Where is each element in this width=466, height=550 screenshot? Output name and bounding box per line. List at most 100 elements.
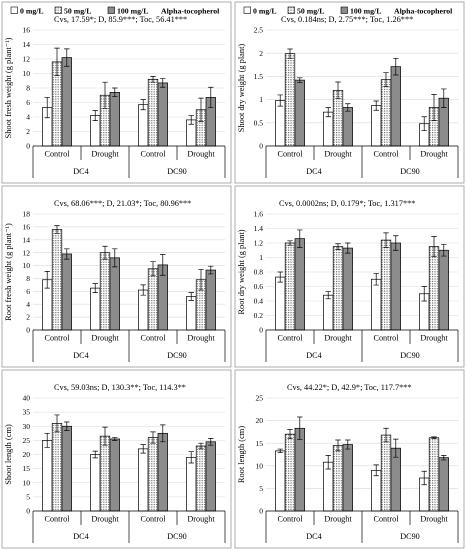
bar-100-mg-l (61, 253, 72, 331)
y-axis-title: Shoot fresh weight (g plant⁻¹) (4, 37, 13, 138)
stats-annotation: Cvs, 0.0002ns; D, 0.179*; Toc, 1.317*** (279, 199, 415, 208)
bar-0-mg-l (323, 294, 334, 331)
bar-50-mg-l (99, 435, 111, 512)
treatment-label: Drought (324, 150, 352, 159)
y-tick-label: 8 (26, 274, 30, 283)
y-tick-label: 1 (259, 253, 263, 262)
y-tick-label: 0 (26, 142, 30, 151)
treatment-label: Control (373, 334, 399, 343)
bar-100-mg-l (390, 447, 401, 512)
y-tick-label: 30 (23, 422, 31, 431)
legend-entry: 50 mg/L (64, 7, 92, 16)
bar-50-mg-l (147, 437, 159, 512)
error-bar (345, 103, 351, 112)
error-bar (160, 424, 166, 443)
error-bar (102, 426, 108, 446)
legend: 0 mg/L 50 mg/L 100 mg/L Alpha-tocopherol (243, 6, 453, 16)
bar-50-mg-l (428, 246, 440, 331)
error-bar (297, 229, 303, 248)
legend-swatch (107, 6, 115, 14)
bar-0-mg-l (186, 456, 197, 512)
error-bar (393, 438, 399, 458)
treatment-label: Control (44, 515, 70, 524)
bar-50-mg-l (195, 445, 207, 512)
bar-100-mg-l (61, 57, 72, 147)
y-tick-label: 1.4 (254, 224, 264, 233)
y-tick-label: 4 (26, 113, 30, 122)
group-label: DC90 (167, 532, 187, 541)
y-tick-label: 10 (23, 478, 31, 487)
bar-0-mg-l (323, 461, 334, 512)
treatment-label: Control (277, 334, 303, 343)
bar-50-mg-l (332, 445, 344, 512)
treatment-label: Drought (187, 515, 215, 524)
bar-0-mg-l (371, 278, 382, 331)
treatment-label: Drought (187, 334, 215, 343)
error-bar (393, 57, 399, 76)
error-bar (54, 414, 60, 433)
error-bar (112, 437, 118, 441)
bar-100-mg-l (109, 91, 120, 147)
bar-100-mg-l (157, 82, 168, 147)
error-bar (140, 444, 146, 454)
error-bar (325, 291, 331, 300)
error-bar (64, 48, 70, 67)
error-bar (160, 78, 166, 88)
panel-1: 0 2 4 6 8 10 12 14 16 Shoot fresh weight (g plant… (1, 1, 232, 184)
panel-frame (1, 369, 232, 549)
bar-100-mg-l (109, 257, 120, 331)
treatment-label: Control (373, 150, 399, 159)
bar-50-mg-l (99, 252, 111, 331)
panel-5: 0 5 10 15 20 25 30 35 40 Shoot length (cm) Cvs, 59… (1, 369, 232, 549)
error-bar (373, 273, 379, 286)
error-bar (64, 248, 70, 260)
bar-100-mg-l (390, 242, 401, 331)
bar-50-mg-l (51, 229, 63, 331)
y-tick-label: 1.5 (254, 72, 264, 81)
y-axis-title: Root fresh weight (g plant⁻¹) (4, 223, 13, 321)
error-bar (198, 97, 204, 122)
bar-0-mg-l (371, 105, 382, 147)
y-tick-label: 12 (23, 55, 31, 64)
error-bar (188, 115, 194, 125)
y-tick-label: 15 (256, 439, 264, 448)
error-bar (421, 470, 427, 486)
legend-swatch (243, 6, 251, 14)
treatment-label: Drought (91, 515, 119, 524)
group-label: DC90 (167, 167, 187, 176)
error-bar (287, 48, 293, 59)
y-tick-label: 1 (259, 95, 263, 104)
bar-0-mg-l (42, 440, 53, 512)
y-tick-label: 1.6 (254, 210, 264, 219)
bar-100-mg-l (205, 441, 216, 512)
error-bar (150, 76, 156, 83)
error-bar (102, 81, 108, 109)
bar-100-mg-l (294, 79, 305, 147)
error-bar (441, 88, 447, 108)
error-bar (188, 451, 194, 464)
error-bar (383, 72, 389, 87)
error-bar (54, 47, 60, 77)
group-label: DC90 (400, 532, 420, 541)
bar-0-mg-l (275, 450, 286, 512)
group-label: DC90 (167, 351, 187, 360)
error-bar (393, 235, 399, 251)
legend-entry: 100 mg/L (117, 7, 148, 16)
stats-annotation: Cvs, 44.22*; D, 42.9*; Toc, 117.7*** (287, 383, 412, 392)
treatment-label: Drought (91, 334, 119, 343)
error-bar (198, 269, 204, 291)
error-bar (140, 284, 146, 296)
error-bar (297, 416, 303, 440)
y-tick-label: 0 (26, 326, 30, 335)
y-axis-title: Shoot dry weight (g plant) (237, 44, 246, 133)
bar-0-mg-l (90, 454, 101, 512)
y-axis-title: Root length (cm) (237, 426, 246, 483)
bar-100-mg-l (342, 107, 353, 147)
bar-50-mg-l (380, 239, 392, 331)
treatment-label: Control (140, 334, 166, 343)
bar-100-mg-l (157, 432, 168, 512)
error-bar (277, 94, 283, 107)
bar-0-mg-l (275, 100, 286, 147)
bar-0-mg-l (90, 287, 101, 331)
bar-50-mg-l (380, 79, 392, 147)
